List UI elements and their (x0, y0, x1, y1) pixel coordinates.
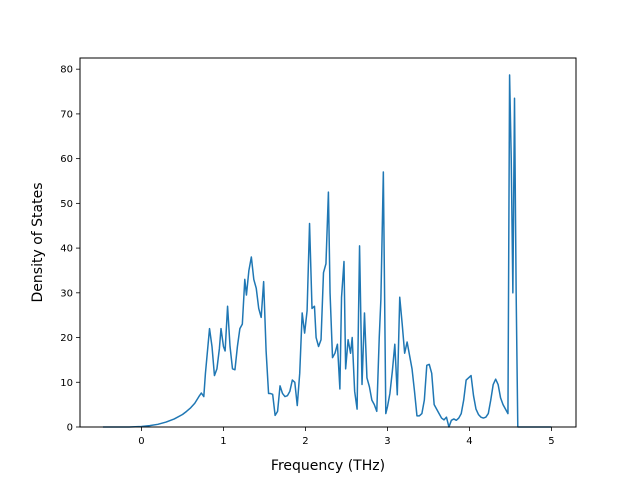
x-axis-ticks: 0 1 2 3 4 5 (138, 427, 555, 447)
axes-frame (79, 57, 577, 428)
x-axis-label: Frequency (THz) (271, 458, 385, 474)
y-tick-label: 70 (60, 109, 73, 120)
y-axis-label: Density of States (30, 183, 46, 303)
x-tick-label: 3 (384, 436, 390, 447)
series-line-0 (102, 74, 552, 428)
y-tick-label: 40 (60, 244, 73, 255)
x-tick-label: 0 (138, 436, 144, 447)
y-tick-label: 20 (60, 333, 73, 344)
y-tick-label: 30 (60, 288, 73, 299)
y-tick-label: 10 (60, 378, 73, 389)
x-tick-label: 2 (302, 436, 308, 447)
x-tick-label: 1 (220, 436, 226, 447)
y-tick-label: 50 (60, 199, 73, 210)
x-tick-label: 5 (548, 436, 554, 447)
plot-area (102, 74, 552, 428)
y-tick-label: 80 (60, 65, 73, 76)
x-tick-label: 4 (466, 436, 472, 447)
y-tick-label: 0 (67, 423, 73, 434)
y-tick-label: 60 (60, 154, 73, 165)
y-axis-ticks: 0 10 20 30 40 50 60 70 80 (60, 65, 80, 434)
